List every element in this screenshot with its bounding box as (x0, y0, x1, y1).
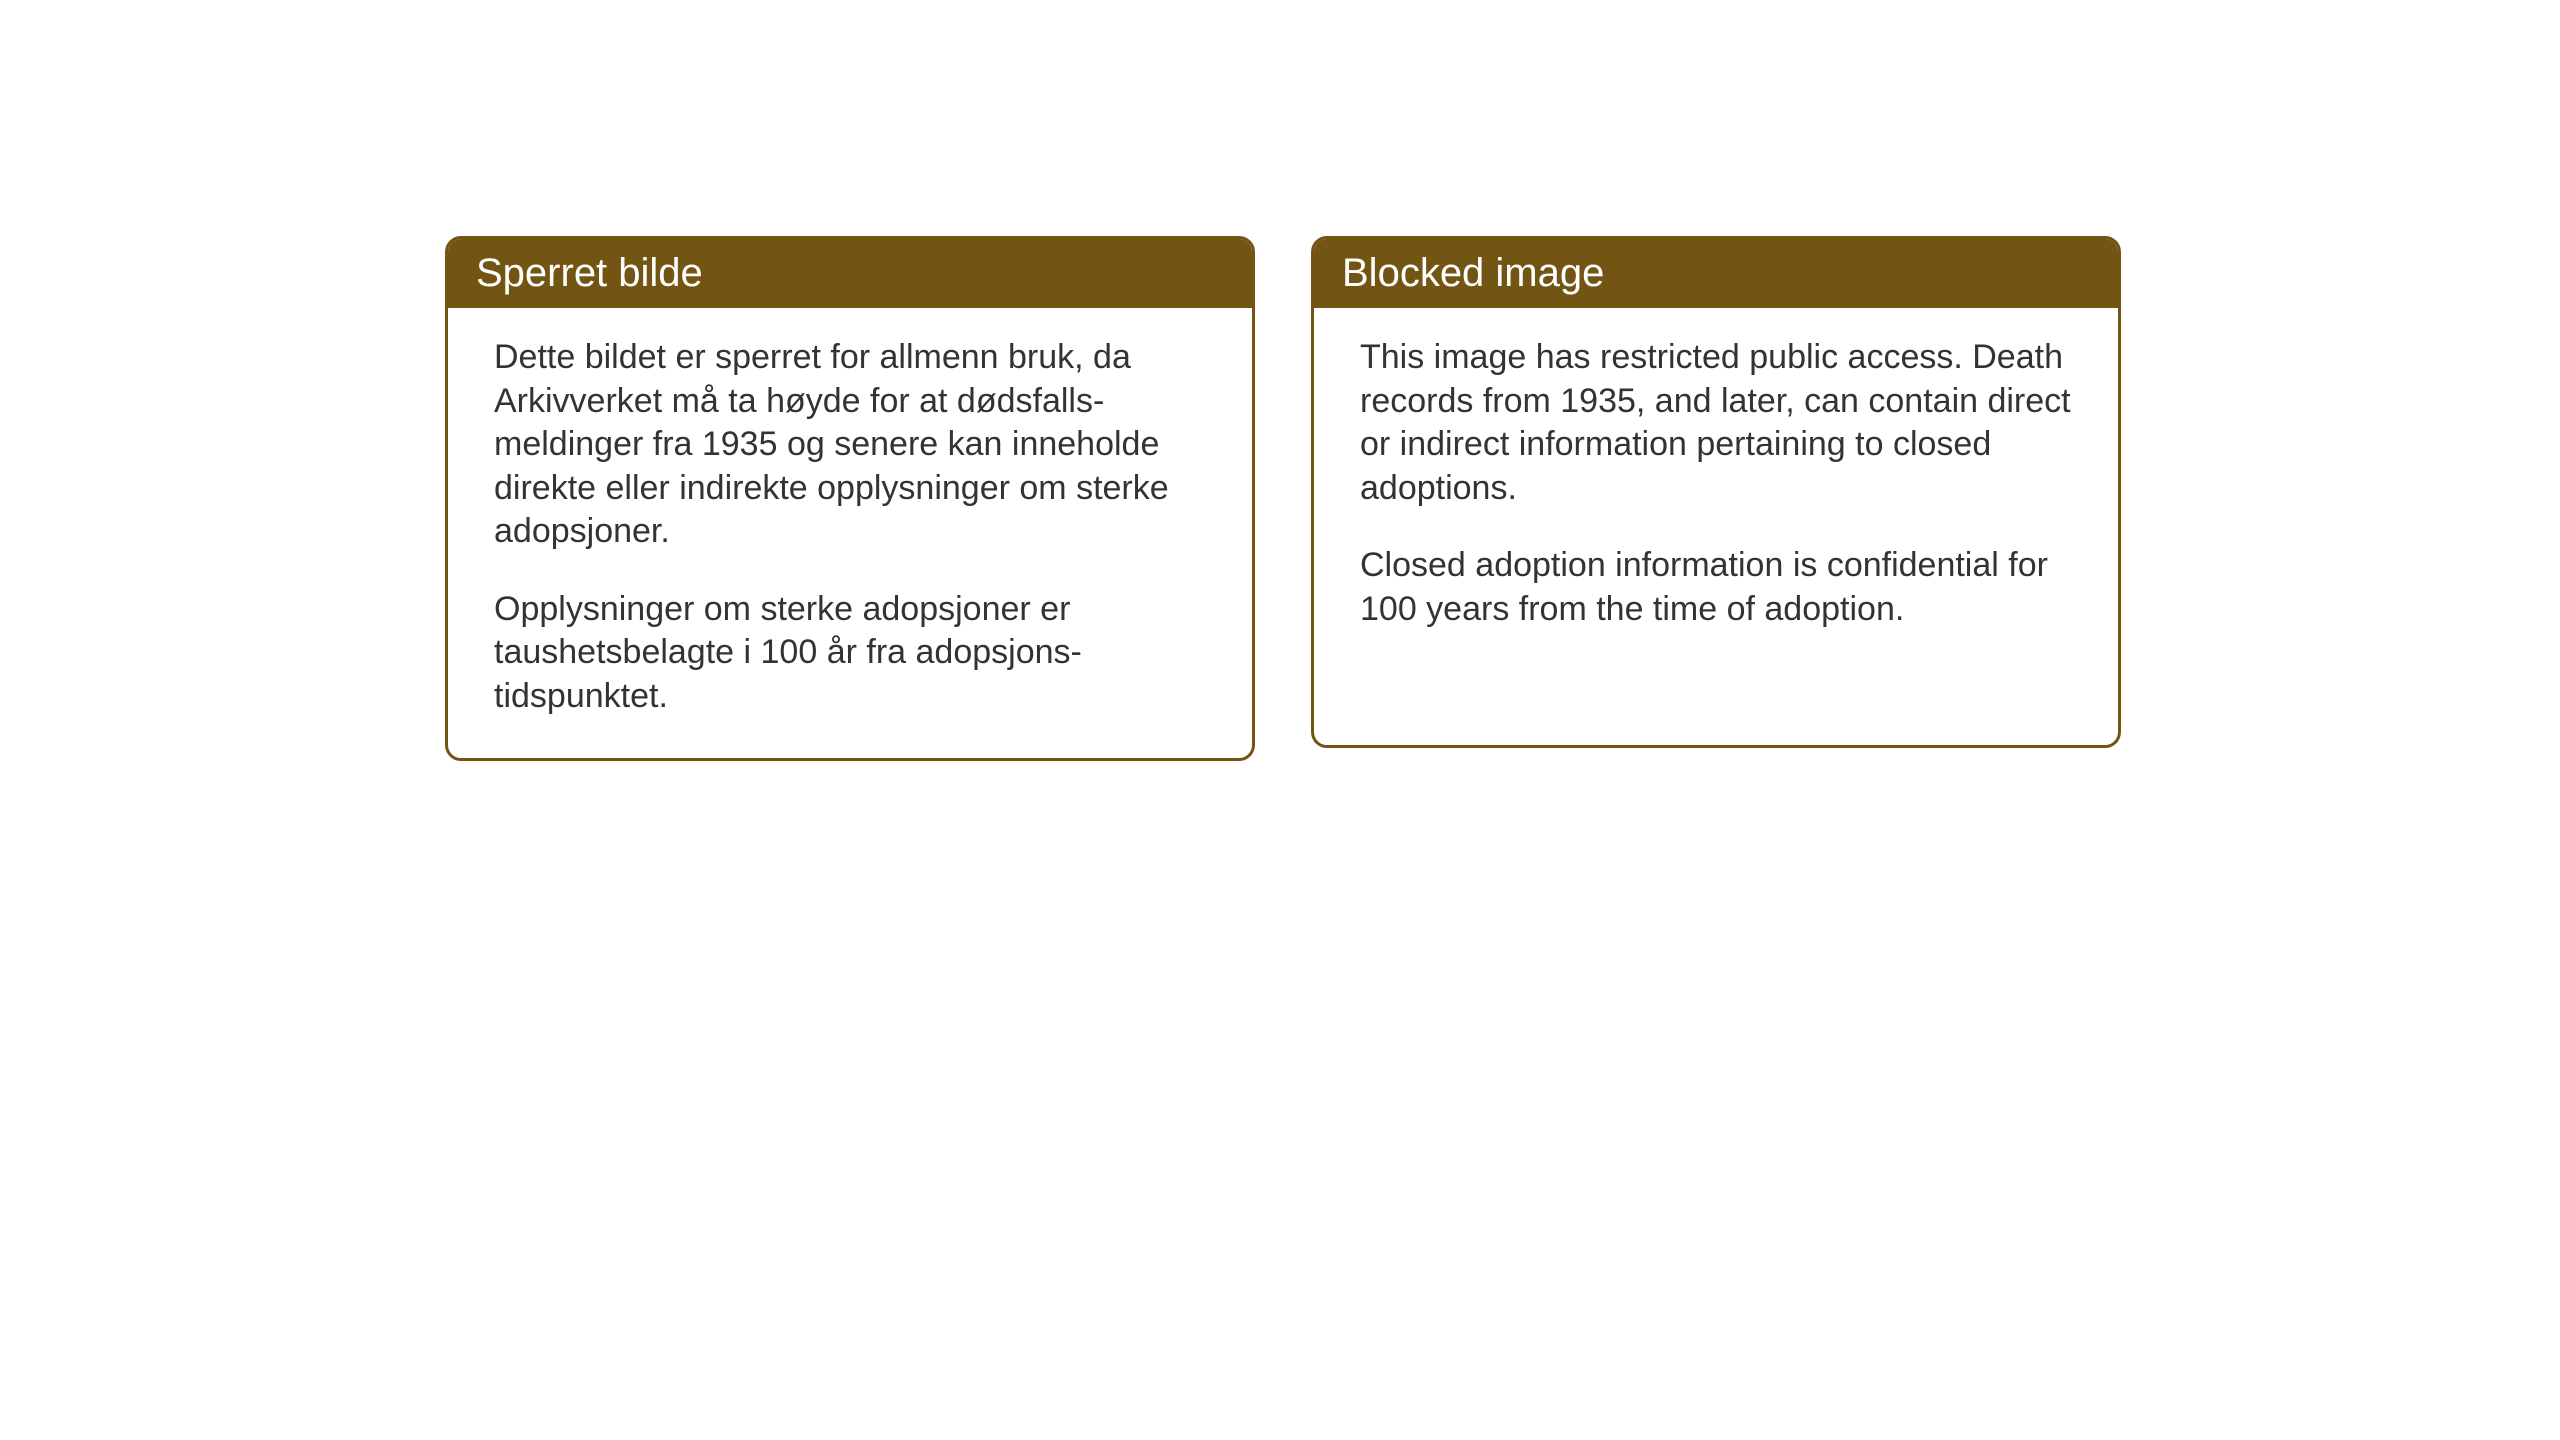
card-header-norwegian: Sperret bilde (448, 239, 1252, 308)
paragraph-text: This image has restricted public access.… (1360, 336, 2072, 510)
card-body-norwegian: Dette bildet er sperret for allmenn bruk… (448, 308, 1252, 758)
paragraph-text: Opplysninger om sterke adopsjoner er tau… (494, 588, 1206, 719)
card-body-english: This image has restricted public access.… (1314, 308, 2118, 671)
paragraph-text: Closed adoption information is confident… (1360, 544, 2072, 631)
card-header-english: Blocked image (1314, 239, 2118, 308)
notice-card-norwegian: Sperret bilde Dette bildet er sperret fo… (445, 236, 1255, 761)
notice-card-english: Blocked image This image has restricted … (1311, 236, 2121, 748)
paragraph-text: Dette bildet er sperret for allmenn bruk… (494, 336, 1206, 554)
notice-cards-container: Sperret bilde Dette bildet er sperret fo… (445, 236, 2121, 761)
